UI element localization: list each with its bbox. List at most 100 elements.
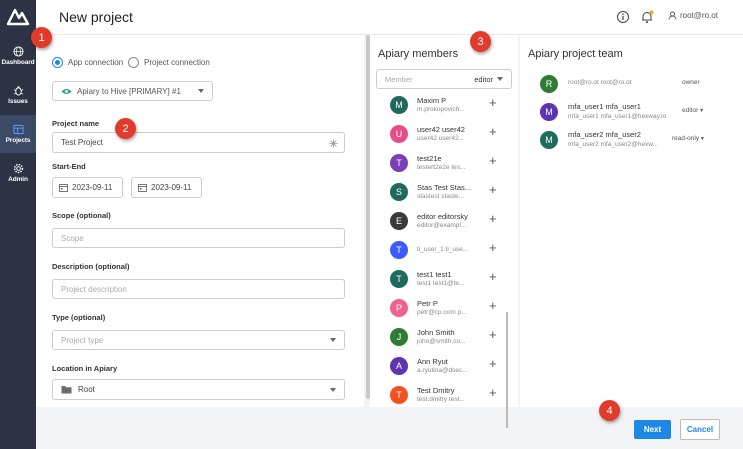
type-placeholder: Project type	[61, 335, 104, 345]
member-name: test1 test1	[417, 270, 452, 279]
user-menu[interactable]: root@ro.ot	[668, 11, 718, 20]
member-email: test.dmitry test...	[417, 396, 465, 403]
sidebar: Dashboard Issues Projects Admin	[0, 0, 36, 449]
sidebar-item-label: Issues	[8, 98, 28, 105]
member-name: John Smith	[417, 328, 455, 337]
next-button[interactable]: Next	[634, 420, 671, 439]
member-email: john@smith.co...	[417, 338, 466, 345]
info-icon[interactable]	[616, 10, 630, 24]
add-member-button[interactable]: +	[489, 124, 497, 139]
radio-dot[interactable]	[52, 57, 63, 68]
radio-label: Project connection	[144, 58, 210, 67]
sidebar-item-projects[interactable]: Projects	[0, 115, 36, 153]
avatar: T	[390, 241, 408, 259]
member-list-scrollbar[interactable]	[506, 312, 508, 428]
folder-icon	[61, 386, 72, 394]
avatar: P	[390, 299, 408, 317]
page-title: New project	[59, 9, 133, 25]
avatar: J	[390, 328, 408, 346]
add-member-button[interactable]: +	[489, 327, 497, 342]
member-email: m.prokopovich...	[417, 106, 465, 113]
end-date-input[interactable]: 2023-09-11	[131, 177, 202, 198]
start-end-label: Start-End	[52, 162, 86, 171]
member-name: Maxim P	[417, 96, 447, 105]
member-email: stastest staste...	[417, 193, 464, 200]
scope-input[interactable]: Scope	[52, 228, 345, 248]
list-item: T Test Dmitry test.dmitry test... +	[376, 383, 512, 410]
radio-project-connection[interactable]: Project connection	[128, 57, 210, 68]
add-member-button[interactable]: +	[489, 153, 497, 168]
member-email: testert2e2e tes...	[417, 164, 466, 171]
project-name-input[interactable]: Test Project	[52, 132, 345, 153]
scope-placeholder: Scope	[61, 233, 84, 243]
team-member-name: mfa_user2 mfa_user2	[568, 130, 641, 139]
location-value: Root	[78, 385, 95, 394]
member-name: test21e	[417, 154, 442, 163]
add-member-button[interactable]: +	[489, 182, 497, 197]
team-member-email: root@ro.ot root@ro.ot	[568, 79, 632, 86]
sidebar-item-issues[interactable]: Issues	[0, 76, 36, 114]
add-member-button[interactable]: +	[489, 211, 497, 226]
radio-app-connection[interactable]: App connection	[52, 57, 123, 68]
avatar: A	[390, 357, 408, 375]
connection-select[interactable]: Apiary to Hive [PRIMARY] #1	[52, 81, 213, 101]
sidebar-item-admin[interactable]: Admin	[0, 154, 36, 192]
avatar: S	[390, 183, 408, 201]
bell-icon[interactable]	[640, 10, 654, 24]
add-member-button[interactable]: +	[489, 240, 497, 255]
gear-icon	[13, 163, 23, 174]
list-item: S Stas Test Stas... stastest staste... +	[376, 180, 512, 207]
globe-icon	[12, 46, 24, 57]
avatar: T	[390, 270, 408, 288]
member-email: ti_user_1 ti_use...	[417, 246, 469, 253]
description-input[interactable]: Project description	[52, 279, 345, 299]
add-member-button[interactable]: +	[489, 95, 497, 110]
member-filter[interactable]: Member editor	[376, 69, 512, 89]
member-name: Ann Ryut	[417, 357, 448, 366]
cancel-button[interactable]: Cancel	[680, 419, 720, 440]
role-value: owner	[682, 79, 700, 86]
form-scrollbar[interactable]	[366, 35, 370, 399]
add-member-button[interactable]: +	[489, 356, 497, 371]
description-placeholder: Project description	[61, 284, 127, 294]
chevron-down-icon: ▾	[700, 136, 704, 142]
type-select[interactable]: Project type	[52, 330, 345, 350]
user-name: root@ro.ot	[680, 11, 718, 20]
sidebar-item-label: Dashboard	[1, 59, 35, 66]
chevron-down-icon: ▾	[700, 108, 704, 114]
role-value: editor	[682, 107, 699, 114]
role-select[interactable]: read-only ▾	[672, 135, 704, 142]
add-member-button[interactable]: +	[489, 385, 497, 400]
start-date-input[interactable]: 2023-09-11	[52, 177, 123, 198]
connection-value: Apiary to Hive [PRIMARY] #1	[77, 86, 181, 96]
member-name: editor editorsky	[417, 212, 468, 221]
avatar: R	[540, 75, 558, 93]
add-member-button[interactable]: +	[489, 298, 497, 313]
role-select[interactable]: editor ▾	[682, 107, 703, 114]
app-logo-icon[interactable]	[6, 6, 30, 26]
sidebar-item-dashboard[interactable]: Dashboard	[0, 37, 36, 75]
description-label: Description (optional)	[52, 262, 130, 271]
chevron-down-icon	[497, 77, 503, 81]
project-form: App connection Project connection Apiary…	[36, 35, 364, 407]
calendar-icon	[138, 184, 147, 192]
avatar: M	[540, 103, 558, 121]
location-select[interactable]: Root	[52, 379, 345, 400]
member-email: user42 user42...	[417, 135, 464, 142]
avatar: T	[390, 386, 408, 404]
location-label: Location in Apiary	[52, 364, 118, 373]
sparkle-icon	[329, 139, 338, 148]
add-member-button[interactable]: +	[489, 269, 497, 284]
member-email: editor@exampl...	[417, 222, 467, 229]
radio-dot[interactable]	[128, 57, 139, 68]
